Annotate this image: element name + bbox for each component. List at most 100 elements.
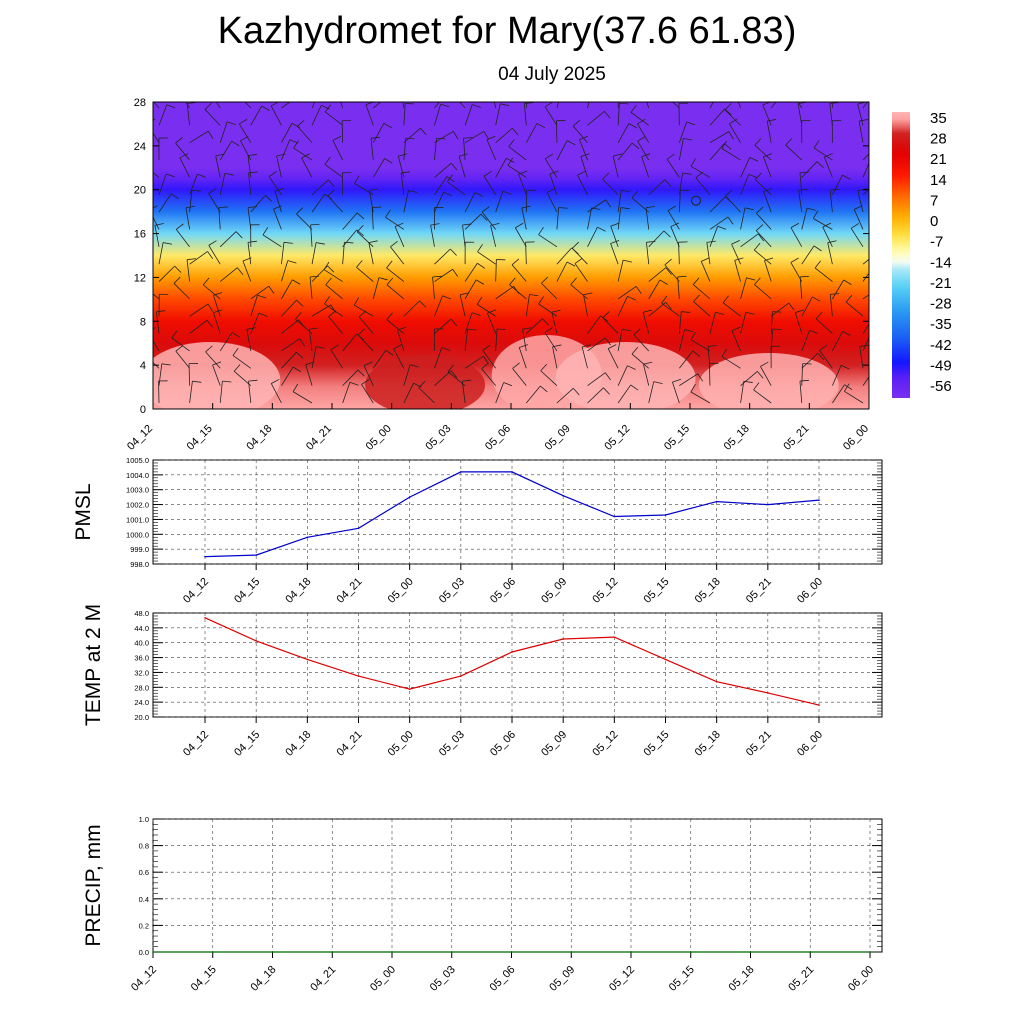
wind-barb bbox=[574, 263, 588, 282]
panel-frame bbox=[152, 612, 883, 718]
wind-barb bbox=[581, 346, 588, 369]
wind-barb-feather bbox=[876, 264, 883, 269]
wind-barb-feather bbox=[819, 344, 828, 351]
y-tick-label: 999.0 bbox=[130, 545, 149, 554]
wind-barb-feather bbox=[572, 388, 580, 396]
x-tick-label: 05_12 bbox=[590, 729, 620, 759]
wind-barb-feather bbox=[235, 231, 243, 239]
wind-barb bbox=[709, 196, 726, 213]
wind-barb bbox=[587, 315, 601, 334]
wind-barb bbox=[832, 174, 843, 195]
precip-panel: 0.0 0.2 0.4 0.6 0.8 1.0 04_12 04_15 04_18 04_21 05… bbox=[82, 815, 883, 994]
colorbar-label: -49 bbox=[930, 357, 952, 374]
wind-barb bbox=[709, 143, 725, 161]
wind-barb-feather bbox=[363, 361, 373, 366]
wind-barb-feather bbox=[173, 276, 181, 284]
wind-barb bbox=[403, 127, 421, 144]
wind-barb bbox=[525, 385, 541, 404]
wind-barb bbox=[356, 266, 374, 282]
wind-barb-feather bbox=[519, 344, 528, 348]
colorbar-label: 7 bbox=[930, 192, 938, 209]
wind-barb bbox=[495, 103, 501, 126]
wind-barb-feather bbox=[643, 361, 653, 365]
wind-barb bbox=[832, 331, 843, 352]
wind-barb bbox=[631, 353, 649, 369]
wind-barb bbox=[186, 259, 191, 282]
wind-barb bbox=[354, 183, 374, 196]
wind-barb bbox=[862, 294, 869, 300]
wind-barb-feather bbox=[452, 269, 459, 277]
precip-data-point bbox=[689, 951, 692, 953]
wind-barb bbox=[525, 102, 528, 109]
wind-barb bbox=[292, 391, 313, 404]
wind-barb bbox=[862, 153, 869, 161]
wind-barb-feather bbox=[186, 258, 197, 261]
x-tick-label: 05_09 bbox=[539, 729, 569, 759]
x-tick-label: 05_03 bbox=[437, 576, 467, 606]
wind-barb bbox=[799, 172, 803, 195]
wind-barb-feather bbox=[813, 245, 822, 252]
wind-barb bbox=[311, 193, 326, 213]
wind-barb bbox=[544, 158, 558, 178]
wind-barb bbox=[678, 190, 681, 213]
wind-barb-feather bbox=[452, 131, 459, 140]
wind-barb-feather bbox=[191, 189, 201, 192]
wind-barb-feather bbox=[420, 127, 427, 136]
wind-barb-feather bbox=[405, 102, 415, 105]
wind-barb bbox=[218, 207, 221, 230]
wind-barb bbox=[281, 102, 291, 109]
wind-barb bbox=[725, 195, 741, 213]
wind-barb bbox=[822, 226, 833, 247]
wind-barb bbox=[372, 277, 380, 299]
wind-barb-feather bbox=[635, 286, 642, 295]
wind-barb bbox=[617, 103, 620, 126]
wind-barb bbox=[507, 164, 527, 178]
wind-barb bbox=[208, 193, 221, 213]
wind-barb bbox=[857, 103, 864, 126]
wind-barb-feather bbox=[398, 153, 408, 157]
wind-barb bbox=[219, 267, 238, 282]
wind-barb-feather bbox=[842, 174, 851, 180]
wind-barb-feather bbox=[262, 227, 269, 236]
wind-barb-feather bbox=[450, 318, 458, 327]
wind-barb bbox=[268, 176, 282, 195]
wind-barb bbox=[709, 312, 716, 334]
wind-barb bbox=[327, 195, 343, 213]
x-tick-label: 04_18 bbox=[249, 964, 279, 994]
wind-barb bbox=[432, 276, 435, 299]
colorbar-label: 14 bbox=[930, 172, 947, 189]
wind-barb-feather bbox=[408, 190, 418, 193]
warm-blob bbox=[555, 342, 696, 409]
wind-barb bbox=[552, 346, 558, 369]
wind-barb-feather bbox=[482, 344, 491, 351]
wind-barb bbox=[617, 286, 637, 300]
wind-barb bbox=[295, 318, 313, 334]
wind-barb bbox=[462, 224, 466, 247]
wind-barb-feather bbox=[292, 383, 299, 392]
wind-barb bbox=[464, 312, 473, 334]
wind-barb-feather bbox=[323, 261, 330, 270]
wind-barb bbox=[862, 272, 869, 282]
wind-barb bbox=[332, 140, 344, 161]
wind-barb-feather bbox=[370, 136, 381, 139]
wind-barb-feather bbox=[717, 225, 727, 230]
wind-barb-feather bbox=[872, 331, 880, 335]
x-tick-label: 04_12 bbox=[125, 423, 155, 453]
y-tick-label: 16 bbox=[134, 229, 146, 241]
wind-barb-feather bbox=[515, 222, 524, 229]
wind-barb-feather bbox=[483, 356, 489, 364]
pmsl-data-point bbox=[562, 494, 564, 497]
wind-barb-feather bbox=[690, 384, 696, 393]
wind-barb bbox=[541, 282, 558, 300]
wind-barb bbox=[617, 102, 619, 109]
y-tick-label: 1001.0 bbox=[126, 515, 149, 524]
wind-barb-feather bbox=[567, 140, 576, 146]
pmsl-data-point bbox=[357, 527, 360, 530]
wind-barb bbox=[740, 174, 750, 195]
wind-barb bbox=[829, 190, 833, 213]
wind-barb bbox=[762, 104, 772, 126]
wind-barb bbox=[740, 207, 746, 230]
wind-barb bbox=[648, 381, 655, 404]
wind-barb bbox=[633, 334, 650, 352]
wind-barb bbox=[281, 366, 294, 386]
